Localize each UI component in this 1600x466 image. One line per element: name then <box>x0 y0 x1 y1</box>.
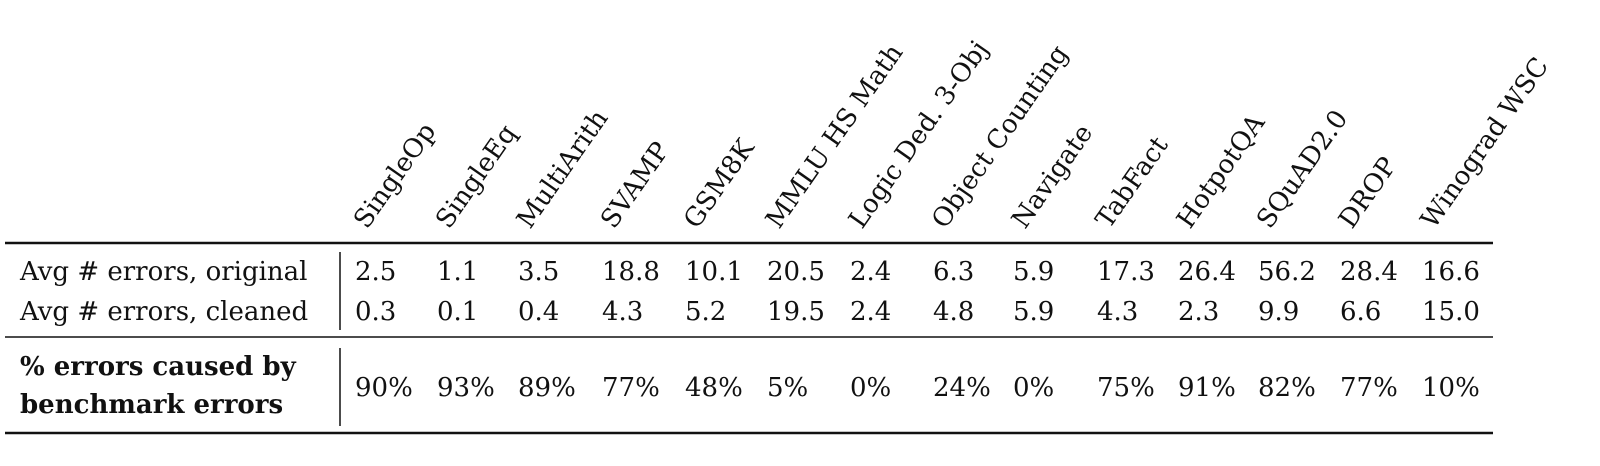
cell: 10.1 <box>685 257 743 287</box>
cell: 15.0 <box>1422 297 1480 327</box>
column-header: DROP <box>1333 152 1403 234</box>
cell: 0% <box>1013 373 1054 403</box>
cell: 77% <box>1340 373 1398 403</box>
cell: 93% <box>437 373 495 403</box>
cell: 56.2 <box>1258 257 1316 287</box>
row-label: % errors caused by <box>20 352 297 382</box>
cell: 2.5 <box>355 257 396 287</box>
cell: 0.1 <box>437 297 478 327</box>
cell: 20.5 <box>767 257 825 287</box>
cell: 4.3 <box>602 297 643 327</box>
cell: 16.6 <box>1422 257 1480 287</box>
cell: 82% <box>1258 373 1316 403</box>
row-label: benchmark errors <box>20 390 283 420</box>
row-label: Avg # errors, cleaned <box>19 297 308 327</box>
cell: 18.8 <box>602 257 660 287</box>
cell: 10% <box>1422 373 1480 403</box>
cell: 19.5 <box>767 297 825 327</box>
column-header: GSM8K <box>678 133 761 234</box>
cell: 91% <box>1178 373 1236 403</box>
cell: 0% <box>850 373 891 403</box>
cell: 24% <box>933 373 991 403</box>
cell: 0.4 <box>518 297 559 327</box>
cell: 26.4 <box>1178 257 1236 287</box>
column-header: SVAMP <box>595 137 676 234</box>
cell: 75% <box>1097 373 1155 403</box>
cell: 6.3 <box>933 257 974 287</box>
cell: 28.4 <box>1340 257 1398 287</box>
row-label: Avg # errors, original <box>19 257 308 287</box>
cell: 1.1 <box>437 257 478 287</box>
cell: 89% <box>518 373 576 403</box>
cell: 6.6 <box>1340 297 1381 327</box>
cell: 5.2 <box>685 297 726 327</box>
column-header: Winograd WSC <box>1415 52 1555 234</box>
cell: 90% <box>355 373 413 403</box>
cell: 2.4 <box>850 297 891 327</box>
column-header: Navigate <box>1006 119 1099 234</box>
cell: 48% <box>685 373 743 403</box>
column-header: TabFact <box>1090 131 1175 234</box>
cell: 4.8 <box>933 297 974 327</box>
cell: 3.5 <box>518 257 559 287</box>
cell: 2.3 <box>1178 297 1219 327</box>
cell: 5% <box>767 373 808 403</box>
column-header: SingleEq <box>430 119 523 234</box>
cell: 77% <box>602 373 660 403</box>
cell: 9.9 <box>1258 297 1299 327</box>
cell: 5.9 <box>1013 297 1054 327</box>
column-header: SingleOp <box>348 118 442 234</box>
cell: 17.3 <box>1097 257 1155 287</box>
cell: 2.4 <box>850 257 891 287</box>
cell: 4.3 <box>1097 297 1138 327</box>
cell: 0.3 <box>355 297 396 327</box>
cell: 5.9 <box>1013 257 1054 287</box>
